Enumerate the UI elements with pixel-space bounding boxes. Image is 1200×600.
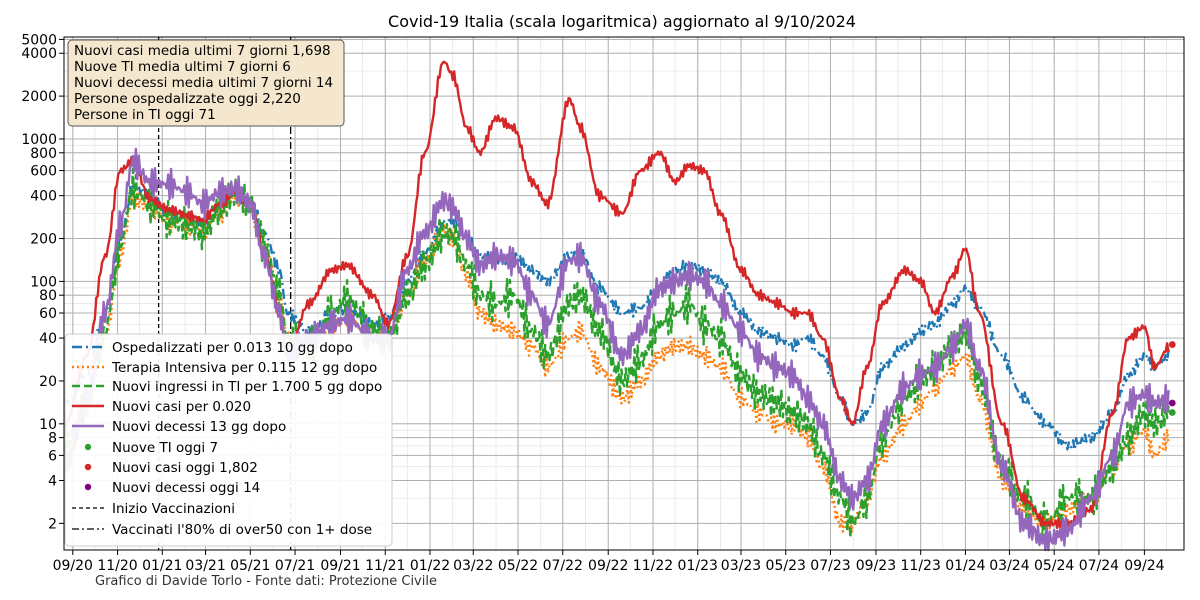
y-tick-label: 800	[30, 146, 57, 162]
info-line: Nuovi decessi media ultimi 7 giorni 14	[74, 75, 333, 91]
x-tick-label: 07/21	[275, 558, 315, 574]
x-tick-label: 01/24	[945, 558, 985, 574]
legend-label: Vaccinati l'80% di over50 con 1+ dose	[112, 522, 372, 538]
x-tick-label: 03/24	[989, 558, 1029, 574]
x-tick-label: 11/22	[633, 558, 673, 574]
y-tick-label: 6	[48, 448, 57, 464]
legend-label: Nuovi ingressi in TI per 1.700 5 gg dopo	[112, 379, 382, 395]
y-tick-label: 8	[48, 431, 57, 447]
y-tick-label: 4	[48, 473, 57, 489]
info-line: Nuovi casi media ultimi 7 giorni 1,698	[74, 43, 331, 59]
x-tick-label: 01/22	[410, 558, 450, 574]
series-lines	[64, 60, 1170, 552]
today-point-0	[1168, 409, 1176, 416]
y-tick-label: 5000	[21, 32, 57, 48]
legend: Ospedalizzati per 0.013 10 gg dopo Terap…	[64, 333, 393, 547]
x-tick-label: 09/24	[1124, 558, 1164, 574]
legend-label: Inizio Vaccinazioni	[112, 501, 235, 517]
plot-frame	[63, 36, 1185, 551]
x-tick-label: 03/22	[453, 558, 493, 574]
y-tick-label: 40	[39, 331, 57, 347]
x-tick-label: 01/21	[142, 558, 182, 574]
x-axis-ticks: 09/20 11/20 01/21 03/21 05/21 07/21 09/21 11/21…	[53, 550, 1165, 574]
legend-label: Nuovi decessi oggi 14	[112, 480, 260, 496]
legend-label: Terapia Intensiva per 0.115 12 gg dopo	[111, 360, 377, 376]
legend-dot-nuovi-casi	[84, 463, 92, 471]
series-line-4	[64, 147, 1170, 552]
today-point-2	[1168, 399, 1176, 407]
x-tick-label: 09/21	[320, 558, 360, 574]
legend-label: Nuovi casi oggi 1,802	[112, 460, 258, 476]
series-line-0	[64, 180, 1170, 452]
x-tick-label: 05/24	[1034, 558, 1074, 574]
x-tick-label: 11/21	[365, 558, 405, 574]
x-tick-label: 03/21	[185, 558, 225, 574]
legend-label: Ospedalizzati per 0.013 10 gg dopo	[112, 340, 353, 356]
x-tick-label: 05/21	[230, 558, 270, 574]
x-tick-label: 07/22	[543, 558, 583, 574]
y-tick-label: 60	[39, 306, 57, 322]
info-line: Persone in TI oggi 71	[74, 107, 216, 123]
info-box-background	[67, 39, 345, 127]
y-tick-label: 4000	[21, 46, 57, 62]
series-line-2	[64, 167, 1170, 544]
today-point-1	[1168, 341, 1176, 348]
x-tick-label: 11/23	[901, 558, 941, 574]
y-tick-label: 20	[39, 374, 57, 390]
y-tick-label: 10	[39, 417, 57, 433]
y-tick-label: 80	[39, 288, 57, 304]
y-tick-label: 2	[48, 516, 57, 532]
legend-label: Nuovi casi per 0.020	[112, 399, 251, 415]
legend-label: Nuovi decessi 13 gg dopo	[112, 419, 286, 435]
chart-title: Covid-19 Italia (scala logaritmica) aggi…	[388, 12, 856, 31]
info-line: Nuove TI media ultimi 7 giorni 6	[74, 59, 291, 75]
x-tick-label: 05/23	[766, 558, 806, 574]
info-box: Nuovi casi media ultimi 7 giorni 1,698 N…	[67, 39, 345, 127]
legend-dot-nuovi-decessi	[84, 483, 92, 491]
x-tick-label: 09/22	[588, 558, 628, 574]
legend-background	[64, 333, 393, 547]
x-tick-label: 07/23	[810, 558, 850, 574]
legend-label: Nuove TI oggi 7	[112, 440, 218, 456]
y-tick-label: 600	[30, 164, 57, 180]
chart-credit: Grafico di Davide Torlo - Fonte dati: Pr…	[95, 574, 437, 589]
x-tick-label: 05/22	[498, 558, 538, 574]
info-line: Persone ospedalizzate oggi 2,220	[74, 91, 301, 107]
x-tick-label: 03/23	[721, 558, 761, 574]
y-tick-label: 100	[30, 274, 57, 290]
x-tick-label: 11/20	[97, 558, 137, 574]
legend-dot-nuove-ti	[84, 443, 92, 451]
y-tick-label: 1000	[21, 132, 57, 148]
x-tick-label: 09/23	[856, 558, 896, 574]
y-tick-label: 400	[30, 189, 57, 205]
today-points	[1168, 341, 1176, 416]
x-tick-label: 09/20	[53, 558, 93, 574]
x-tick-label: 01/23	[678, 558, 718, 574]
y-tick-label: 200	[30, 232, 57, 248]
x-tick-label: 07/24	[1079, 558, 1119, 574]
y-tick-label: 2000	[21, 89, 57, 105]
